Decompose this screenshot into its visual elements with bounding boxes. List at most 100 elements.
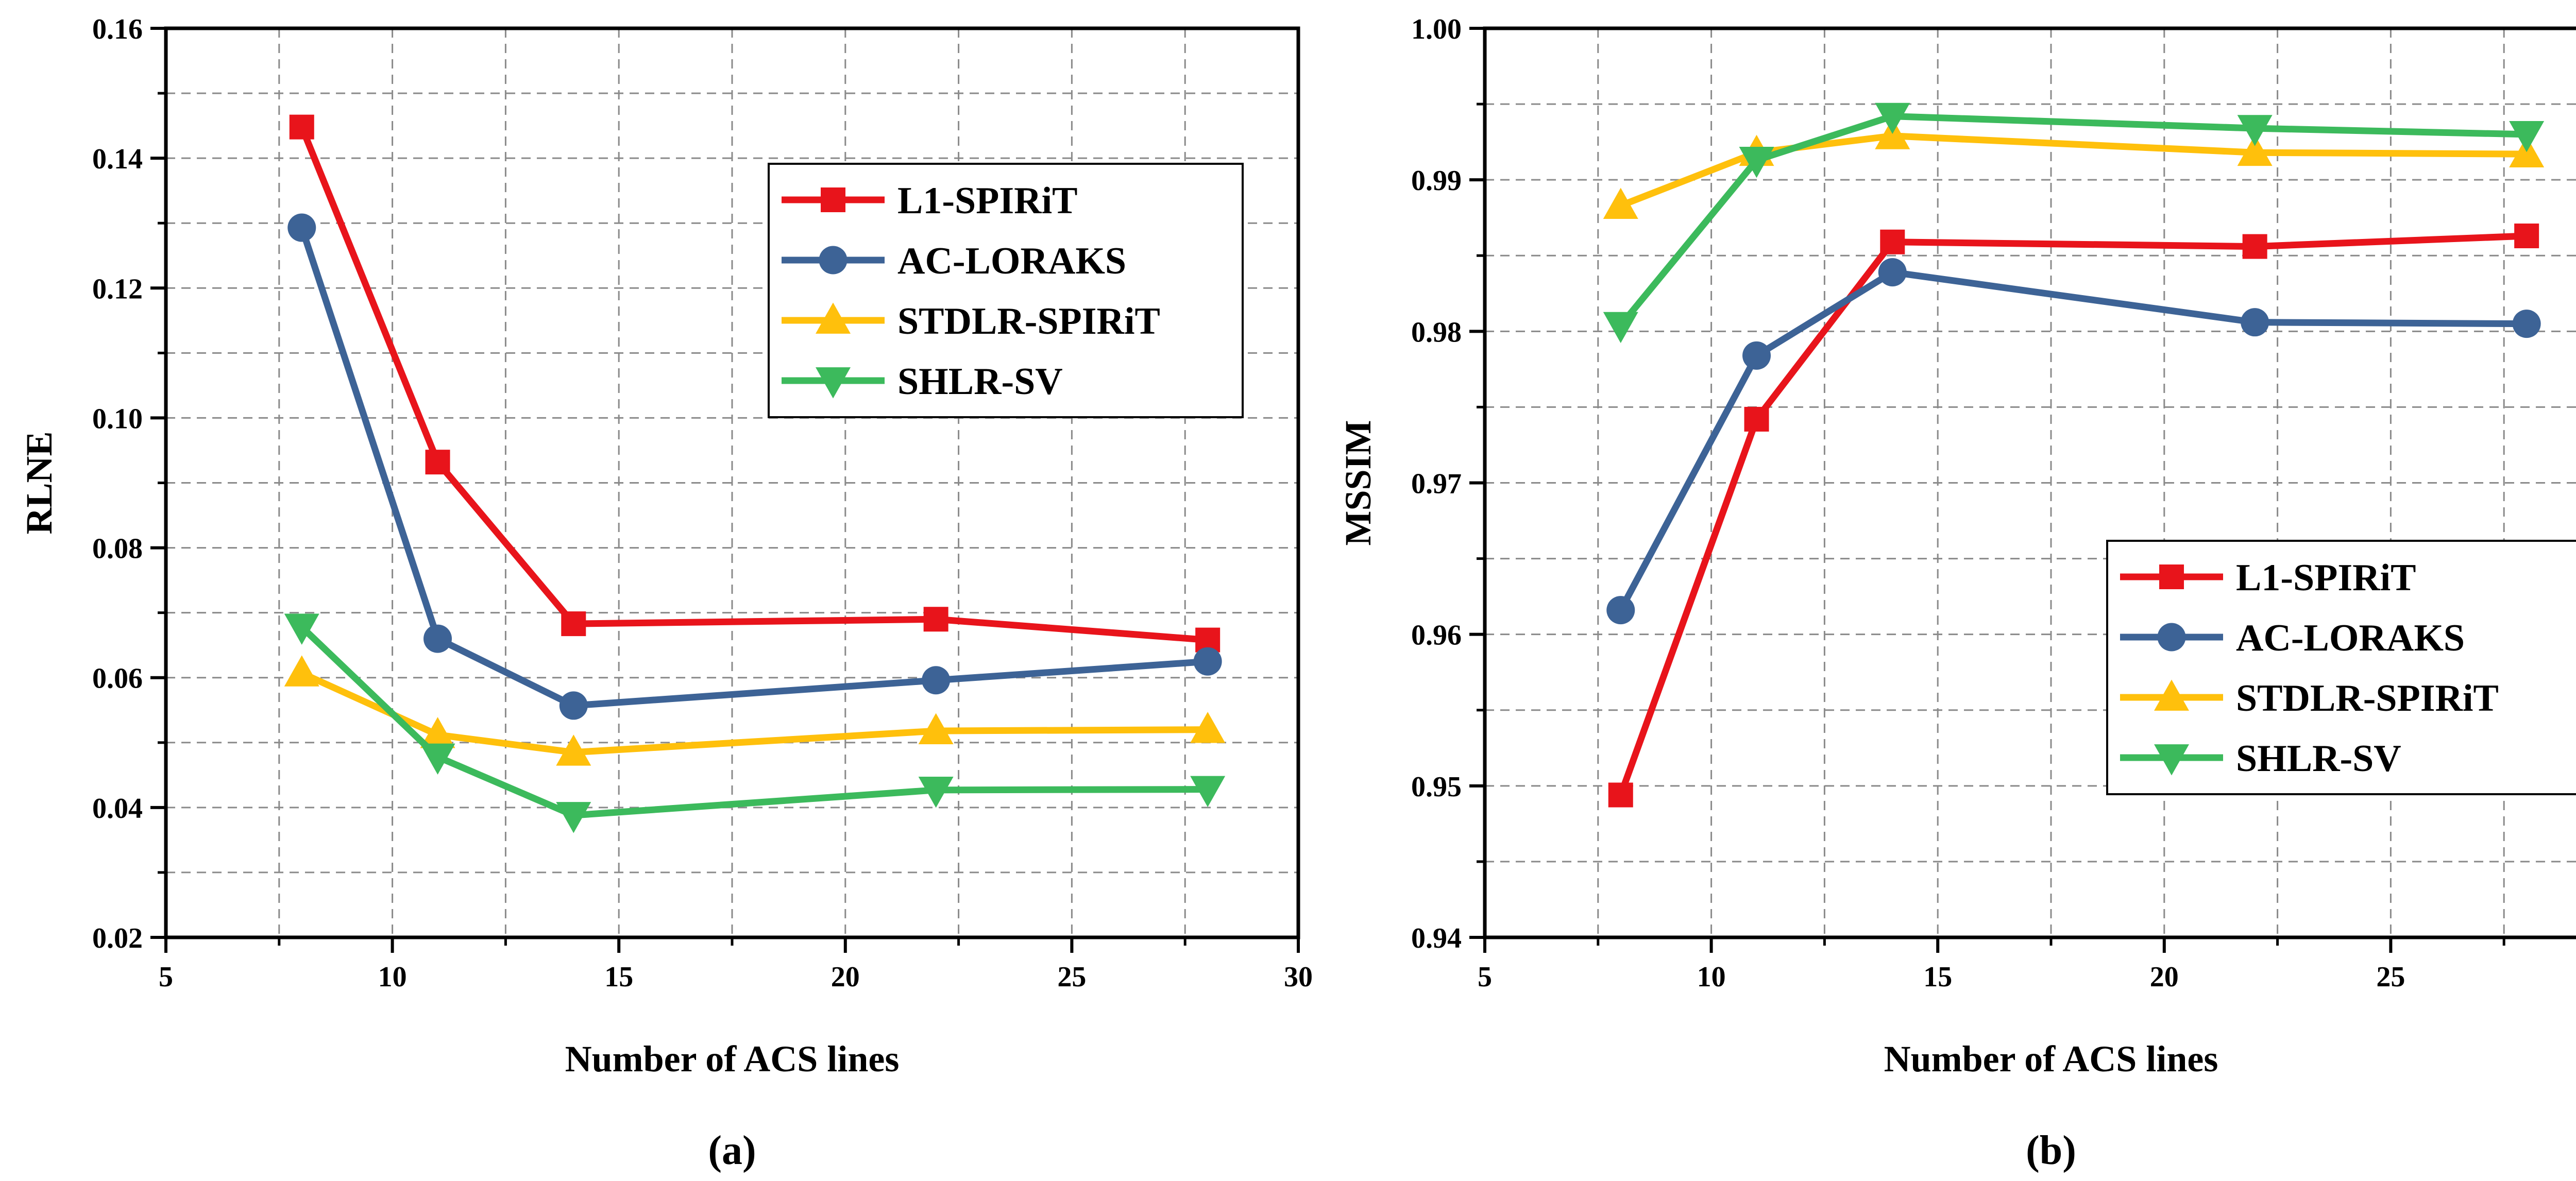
data-point	[2514, 224, 2539, 249]
legend-marker	[2159, 564, 2184, 589]
y-axis: 0.94 0.95 0.96 0.97 0.98 0.99 1.00	[1411, 13, 1485, 954]
panel-label: (b)	[2026, 1128, 2076, 1173]
y-tick-label: 0.94	[1411, 922, 1462, 954]
legend-entry: SHLR-SV	[782, 361, 1063, 403]
y-tick-label: 0.14	[92, 143, 143, 175]
legend-box	[2106, 540, 2576, 795]
legend-marker	[2157, 623, 2186, 652]
series-l1-spirit	[289, 114, 1221, 653]
data-point	[423, 624, 452, 653]
y-tick-label: 1.00	[1411, 13, 1462, 45]
data-point	[2237, 134, 2273, 166]
y-tick-label: 0.06	[92, 663, 143, 695]
data-point	[1190, 776, 1226, 808]
y-tick-label: 0.97	[1411, 468, 1462, 500]
y-tick-label: 0.99	[1411, 165, 1462, 197]
x-tick-label: 15	[604, 961, 633, 993]
data-point	[923, 607, 948, 632]
panel-label: (a)	[708, 1128, 756, 1173]
x-axis-title: Number of ACS lines	[565, 1038, 900, 1080]
data-point	[289, 114, 314, 140]
x-tick-label: 5	[159, 961, 173, 993]
y-tick-label: 0.98	[1411, 316, 1462, 348]
legend-label: STDLR-SPIRiT	[897, 300, 1160, 343]
legend-label: L1-SPIRiT	[897, 180, 1078, 222]
y-tick-label: 0.04	[92, 793, 143, 825]
data-point	[1608, 782, 1633, 808]
data-point	[1603, 187, 1638, 219]
legend-entry: AC-LORAKS	[782, 240, 1126, 282]
y-tick-label: 0.08	[92, 533, 143, 565]
data-point	[284, 613, 319, 645]
legend-entry: L1-SPIRiT	[782, 180, 1078, 222]
chart-panel-a: 5 10 15 20 25 300.020.040.060.080.100.120.140…	[19, 13, 1313, 1173]
x-tick-label: 30	[1284, 961, 1313, 993]
y-tick-label: 0.10	[92, 403, 143, 435]
x-tick-label: 20	[831, 961, 860, 993]
data-point	[559, 691, 588, 720]
data-point	[556, 802, 591, 833]
data-point	[420, 717, 455, 748]
data-point	[1606, 596, 1635, 625]
series-shlr-sv	[284, 613, 1226, 833]
y-axis-title: RLNE	[19, 431, 60, 534]
data-point	[918, 776, 954, 808]
legend-label: AC-LORAKS	[2236, 617, 2465, 659]
y-tick-label: 0.95	[1411, 771, 1462, 803]
legend-entry: AC-LORAKS	[2120, 617, 2465, 659]
data-point	[1880, 229, 1905, 254]
legend-entry: STDLR-SPIRiT	[2120, 677, 2499, 720]
data-point	[1190, 712, 1226, 743]
data-point	[2512, 310, 2541, 338]
data-point	[1878, 258, 1907, 287]
legend-marker	[2154, 679, 2189, 711]
legend-marker	[816, 367, 851, 399]
data-point	[1875, 102, 1910, 134]
data-point	[425, 450, 450, 475]
x-tick-label: 20	[2150, 961, 2179, 993]
data-point	[287, 213, 316, 242]
data-point	[1744, 406, 1769, 432]
y-tick-label: 0.02	[92, 922, 143, 954]
legend: L1-SPIRiT AC-LORAKS STDLR-SPIRiT SHLR-SV	[2106, 540, 2576, 795]
data-point	[1739, 147, 1774, 178]
legend-marker	[821, 187, 845, 212]
legend-marker	[819, 246, 848, 275]
x-tick-label: 5	[1478, 961, 1492, 993]
y-tick-label: 0.16	[92, 13, 143, 45]
legend-marker	[2154, 744, 2189, 776]
data-point	[2241, 308, 2269, 337]
y-axis-title: MSSIM	[1337, 420, 1379, 545]
x-tick-label: 15	[1923, 961, 1952, 993]
legend-entry: SHLR-SV	[2120, 738, 2401, 780]
series-stdlr-spirit	[1603, 118, 2545, 219]
x-tick-label: 25	[2376, 961, 2405, 993]
series-ac-loraks	[1606, 258, 2541, 625]
x-tick-label: 10	[378, 961, 407, 993]
legend-box	[768, 163, 1244, 418]
chart-panel-b: 510152025300.940.950.960.970.980.991.00N…	[1337, 13, 2576, 1173]
data-point	[2237, 115, 2273, 146]
legend-label: L1-SPIRiT	[2236, 557, 2416, 599]
series-ac-loraks	[287, 213, 1222, 720]
series-shlr-sv	[1603, 102, 2545, 344]
data-point	[918, 713, 954, 744]
x-axis-title: Number of ACS lines	[1884, 1038, 2218, 1080]
legend-label: SHLR-SV	[897, 361, 1063, 403]
x-tick-label: 10	[1697, 961, 1726, 993]
legend-marker	[816, 302, 851, 334]
data-point	[420, 743, 455, 775]
data-point	[556, 734, 591, 766]
y-tick-label: 0.12	[92, 273, 143, 305]
y-tick-label: 0.96	[1411, 620, 1462, 652]
data-point	[284, 655, 319, 687]
series-l1-spirit	[1608, 224, 2539, 808]
data-point	[561, 611, 586, 637]
data-point	[1742, 341, 1771, 370]
y-axis: 0.02 0.04 0.06 0.08 0.10 0.12 0.14 0.16	[92, 13, 166, 954]
data-point	[2509, 121, 2545, 152]
